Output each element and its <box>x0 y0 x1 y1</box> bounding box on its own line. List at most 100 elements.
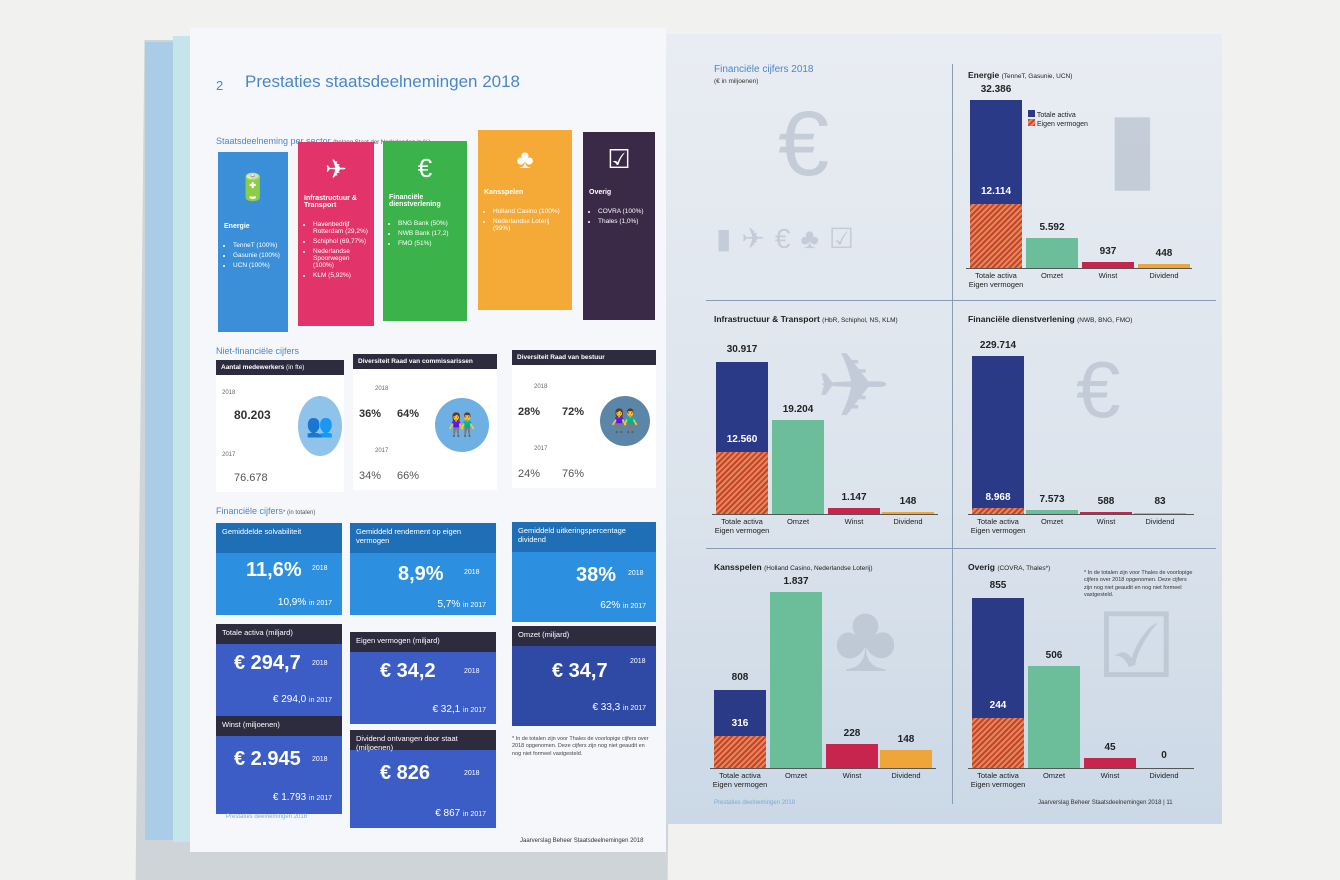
sector-icons-row: ▮✈€♣☑ <box>716 223 864 254</box>
fin-card-prev: € 33,3 <box>592 702 621 713</box>
label-winst: Winst <box>1096 517 1116 526</box>
year-label: 2018 <box>375 386 389 392</box>
bar-omzet <box>1026 510 1078 514</box>
plane-train-icon: ✈ <box>816 337 892 437</box>
male-2017: 76% <box>562 468 585 480</box>
fin-card-prev-year: in 2017 <box>463 602 486 609</box>
fin-card-prev: € 294,0 <box>272 694 307 705</box>
card-title: Aantal medewerkers <box>221 364 285 371</box>
label-activa: Totale activa Eigen vermogen <box>970 517 1026 535</box>
bar-dividend <box>1138 264 1190 268</box>
footnote: * In de totalen zijn voor Thales de voor… <box>512 736 649 757</box>
fin-card-eigen-vermogen: Eigen vermogen (miljard) € 34,2 2018 € 3… <box>350 632 496 724</box>
sector-heading: Staatsdeelneming per sector (belang Staa… <box>216 136 431 146</box>
fin-card-prev-year: in 2017 <box>309 697 332 704</box>
clipboard-icon: ☑ <box>607 144 631 174</box>
label-omzet: Omzet <box>1042 771 1066 780</box>
playing-cards-icon: ♣ <box>834 585 897 692</box>
panel-title: Overig (COVRA, Thales*) <box>968 562 1051 572</box>
value-equity: 316 <box>731 718 749 729</box>
fin-card-prev: € 867 <box>435 808 461 819</box>
label-winst: Winst <box>1098 271 1118 280</box>
rvb-card: Diversiteit Raad van bestuur 2018 28% 72… <box>512 350 656 488</box>
fin-card-title: Gemiddeld uitkeringspercentage dividend <box>512 522 656 552</box>
fin-title: Financiële cijfers 2018 <box>714 64 814 75</box>
year-label: 2017 <box>222 452 236 458</box>
plane-train-icon: ✈ <box>325 154 347 184</box>
male-2017: 66% <box>397 470 420 482</box>
female-2018: 28% <box>518 406 541 418</box>
sector-item: COVRA (100%) <box>598 208 649 215</box>
fin-card-totale-activa: Totale activa (miljard) € 294,7 2018 € 2… <box>216 624 342 716</box>
fin-card-winst: Winst (miljoenen) € 2.945 2018 € 1.793 i… <box>216 716 342 814</box>
value-equity: 12.114 <box>980 186 1012 197</box>
board-people-icon: 👫 <box>600 396 650 446</box>
fin-card-prev-year: in 2017 <box>309 795 332 802</box>
bar-winst <box>1084 758 1136 768</box>
bar-equity <box>972 508 1024 514</box>
fin-card-rendement: Gemiddeld rendement op eigen vermogen 8,… <box>350 523 496 615</box>
female-2017: 24% <box>518 468 541 480</box>
sector-item: Nederlandse Spoorwegen (100%) <box>313 248 368 269</box>
value-dividend: 0 <box>1161 750 1167 761</box>
fin-subtitle: (€ in miljoenen) <box>714 78 759 85</box>
playing-cards-icon: ♣ <box>516 144 534 174</box>
sector-item: BNG Bank (50%) <box>398 220 461 227</box>
fin-card-value: € 826 <box>380 762 431 784</box>
fin-card-value: 38% <box>576 564 617 586</box>
bar-equity <box>714 736 766 768</box>
sector-item: Thales (1,0%) <box>598 218 649 225</box>
value-winst: 228 <box>843 728 861 739</box>
chart-baseline <box>966 268 1192 269</box>
label-dividend: Dividend <box>1149 271 1179 280</box>
value-omzet: 1.837 <box>783 576 809 587</box>
value-omzet: 19.204 <box>782 404 814 415</box>
value-total: 229.714 <box>979 340 1017 351</box>
fin-card-year: 2018 <box>312 756 328 763</box>
male-2018: 72% <box>562 406 585 418</box>
employees-2018: 80.203 <box>234 408 271 422</box>
fin-card-value: € 34,7 <box>552 660 608 682</box>
fin-card-prev: € 1.793 <box>272 792 307 803</box>
bar-omzet <box>1028 666 1080 768</box>
fin-card-value: 8,9% <box>398 563 444 585</box>
label-activa: Totale activa Eigen vermogen <box>714 517 770 535</box>
sector-name: Financiële dienstverlening <box>389 194 441 208</box>
value-total: 30.917 <box>726 344 758 355</box>
value-dividend: 83 <box>1154 496 1166 507</box>
fin-card-title: Winst (miljoenen) <box>216 716 342 736</box>
female-2017: 34% <box>359 470 382 482</box>
page-title: Prestaties staatsdeelnemingen 2018 <box>245 72 521 91</box>
year-label: 2018 <box>222 390 236 396</box>
label-dividend: Dividend <box>1149 771 1179 780</box>
fin-card-value: € 34,2 <box>380 660 436 682</box>
legend-total: Totale activa <box>1028 110 1088 119</box>
sector-item: Nederlandse Loterij (99%) <box>493 218 566 232</box>
value-dividend: 148 <box>897 734 915 745</box>
label-winst: Winst <box>842 771 862 780</box>
fin-card-prev-year: in 2017 <box>463 707 486 714</box>
value-total: 808 <box>731 672 749 683</box>
label-omzet: Omzet <box>786 517 810 526</box>
year-label: 2017 <box>375 448 389 454</box>
card-title: Diversiteit Raad van commissarissen <box>353 354 497 369</box>
fin-card-prev-year: in 2017 <box>463 811 486 818</box>
value-winst: 588 <box>1097 496 1115 507</box>
panel-title: Energie (TenneT, Gasunie, UCN) <box>968 70 1073 80</box>
sector-item: FMO (51%) <box>398 240 461 247</box>
fin-card-title: Eigen vermogen (miljard) <box>350 632 496 652</box>
label-dividend: Dividend <box>1145 517 1175 526</box>
panel-title: Financiële dienstverlening (NWB, BNG, FM… <box>968 314 1133 324</box>
money-icon: € <box>417 153 433 183</box>
legend: Totale activa Eigen vermogen <box>1028 110 1088 128</box>
employees-2017: 76.678 <box>234 472 268 484</box>
value-omzet: 506 <box>1045 650 1063 661</box>
chart-baseline <box>712 514 938 515</box>
label-omzet: Omzet <box>1040 271 1064 280</box>
value-dividend: 448 <box>1155 248 1173 259</box>
sector-name: Kansspelen <box>484 189 524 196</box>
fin-card-prev: 62% <box>600 600 621 611</box>
sector-name: Overig <box>589 189 612 196</box>
money-icon: € <box>1076 345 1121 434</box>
bar-winst <box>828 508 880 514</box>
